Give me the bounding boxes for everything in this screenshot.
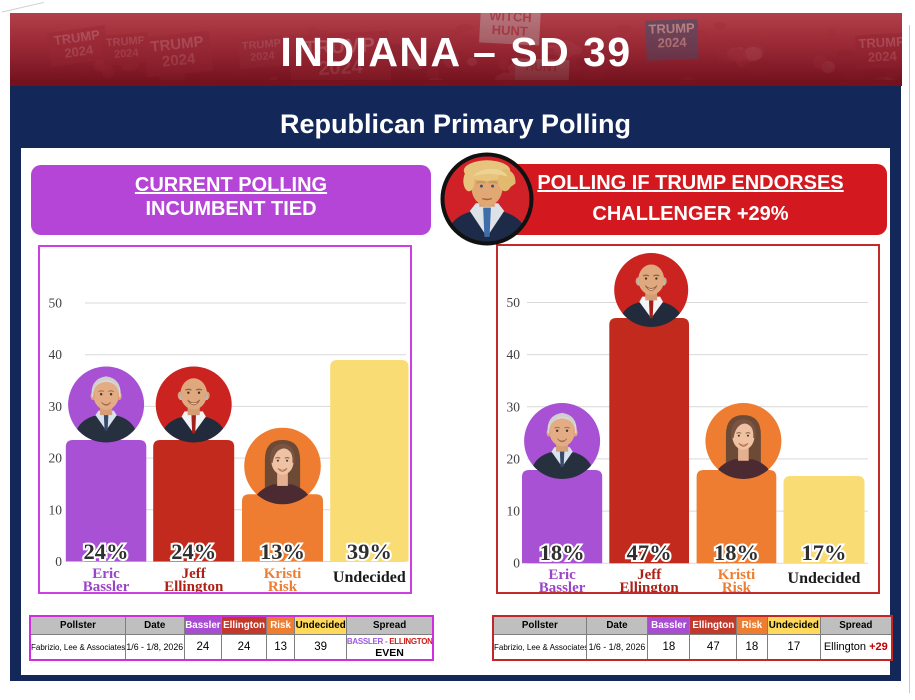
svg-text:30: 30 — [49, 399, 63, 414]
svg-text:17%: 17% — [802, 540, 847, 565]
svg-text:Bassler: Bassler — [539, 580, 586, 594]
svg-text:50: 50 — [507, 295, 521, 310]
svg-text:13%: 13% — [260, 539, 305, 564]
svg-text:20: 20 — [49, 451, 63, 466]
svg-text:18%: 18% — [714, 540, 759, 565]
svg-text:Risk: Risk — [268, 579, 298, 594]
svg-text:Jeff: Jeff — [182, 566, 207, 582]
svg-text:40: 40 — [49, 347, 63, 362]
svg-text:20: 20 — [507, 451, 521, 466]
svg-text:0: 0 — [513, 556, 520, 571]
svg-text:INDIANA – SD 39: INDIANA – SD 39 — [280, 29, 631, 75]
svg-text:24%: 24% — [171, 539, 216, 564]
svg-text:0: 0 — [55, 554, 62, 569]
svg-text:10: 10 — [49, 502, 63, 517]
svg-text:Undecided: Undecided — [333, 569, 406, 586]
svg-text:24%: 24% — [84, 539, 129, 564]
svg-text:Bassler: Bassler — [83, 579, 130, 594]
svg-text:Ellington: Ellington — [164, 579, 224, 594]
svg-text:Ellington: Ellington — [620, 580, 680, 594]
svg-text:40: 40 — [507, 347, 521, 362]
svg-text:Kristi: Kristi — [264, 566, 302, 582]
svg-text:Undecided: Undecided — [788, 570, 861, 587]
svg-text:47%: 47% — [627, 540, 672, 565]
svg-text:50: 50 — [49, 296, 63, 311]
svg-text:Eric: Eric — [548, 567, 576, 583]
svg-text:30: 30 — [507, 399, 521, 414]
svg-text:39%: 39% — [347, 539, 392, 564]
svg-text:10: 10 — [507, 504, 521, 519]
svg-text:Eric: Eric — [92, 566, 120, 582]
svg-text:Kristi: Kristi — [718, 567, 756, 583]
svg-text:Jeff: Jeff — [637, 567, 662, 583]
svg-text:Risk: Risk — [722, 580, 752, 594]
svg-text:18%: 18% — [540, 540, 585, 565]
